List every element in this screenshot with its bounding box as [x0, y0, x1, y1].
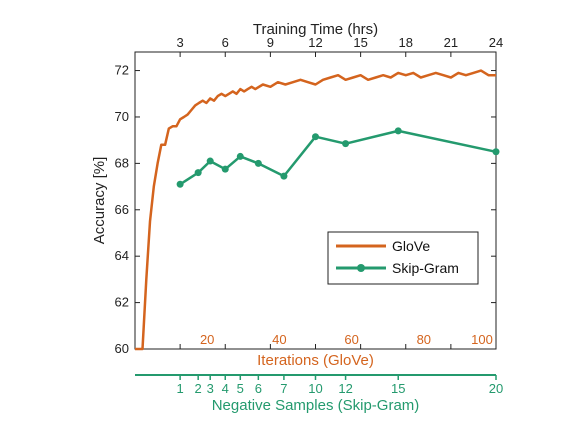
top-tick-label: 24: [489, 35, 503, 50]
y-axis-ticks: 60 62 64 66 68 70 72: [115, 63, 496, 356]
iterations-tick-label: 80: [417, 332, 431, 347]
skipgram-point: [280, 172, 288, 180]
negative-samples-tick-label: 3: [207, 381, 214, 396]
negative-samples-tick-label: 20: [489, 381, 503, 396]
plot-frame: [134, 51, 497, 350]
plot-area-border: [134, 51, 497, 350]
legend-glove-label: GloVe: [392, 238, 430, 254]
glove-line: [135, 69, 496, 351]
negative-samples-tick-label: 15: [391, 381, 405, 396]
skipgram-point: [492, 148, 500, 156]
skipgram-point: [206, 157, 214, 165]
y-tick-label: 68: [115, 155, 129, 170]
legend-box: [327, 231, 479, 285]
glove-series: [135, 69, 496, 351]
top-tick-label: 21: [444, 35, 458, 50]
legend: GloVe Skip-Gram: [327, 231, 479, 285]
negative-samples-tick-label: 6: [255, 381, 262, 396]
negative-samples-tick-label: 7: [280, 381, 287, 396]
iterations-tick-label: 20: [200, 332, 214, 347]
skipgram-point: [221, 165, 229, 173]
y-tick-label: 70: [115, 109, 129, 124]
top-axis-ticks: 3 6 9 12 15 18 21 24: [177, 35, 503, 349]
legend-skipgram-label: Skip-Gram: [392, 260, 459, 276]
legend-skipgram-marker: [357, 264, 365, 272]
negative-samples-tick-label: 2: [195, 381, 202, 396]
skipgram-point: [176, 180, 184, 188]
skipgram-point: [254, 159, 262, 167]
y-axis-title: Accuracy [%]: [91, 157, 108, 245]
negative-samples-axis-title: Negative Samples (Skip-Gram): [212, 397, 420, 414]
iterations-tick-label: 100: [471, 332, 493, 347]
y-tick-label: 64: [115, 248, 129, 263]
y-tick-label: 60: [115, 341, 129, 356]
iterations-axis-title: Iterations (GloVe): [257, 352, 374, 369]
y-tick-label: 72: [115, 63, 129, 78]
top-tick-label: 18: [399, 35, 413, 50]
skipgram-line: [179, 129, 497, 186]
skipgram-point: [312, 133, 319, 141]
top-tick-label: 3: [177, 35, 184, 50]
skipgram-point: [236, 152, 244, 160]
top-tick-label: 6: [222, 35, 229, 50]
negative-samples-tick-label: 12: [338, 381, 352, 396]
iterations-axis-ticks: 20 40 60 80 100: [200, 332, 493, 347]
y-tick-label: 66: [115, 202, 129, 217]
top-tick-label: 12: [308, 35, 322, 50]
skipgram-point: [394, 127, 402, 135]
iterations-tick-label: 60: [344, 332, 358, 347]
y-tick-label: 62: [115, 295, 129, 310]
negative-samples-tick-label: 1: [177, 381, 184, 396]
negative-samples-axis: 1 2 3 4 5 6 7 10 12 15 20: [135, 374, 503, 396]
top-tick-label: 15: [353, 35, 367, 50]
top-tick-label: 9: [267, 35, 274, 50]
negative-samples-tick-label: 4: [222, 381, 229, 396]
negative-samples-tick-label: 5: [237, 381, 244, 396]
skipgram-series: [176, 127, 500, 188]
skipgram-point: [194, 169, 202, 177]
negative-samples-tick-label: 10: [308, 381, 322, 396]
iterations-tick-label: 40: [272, 332, 286, 347]
top-axis-title: Training Time (hrs): [253, 21, 378, 38]
skipgram-point: [342, 140, 350, 148]
